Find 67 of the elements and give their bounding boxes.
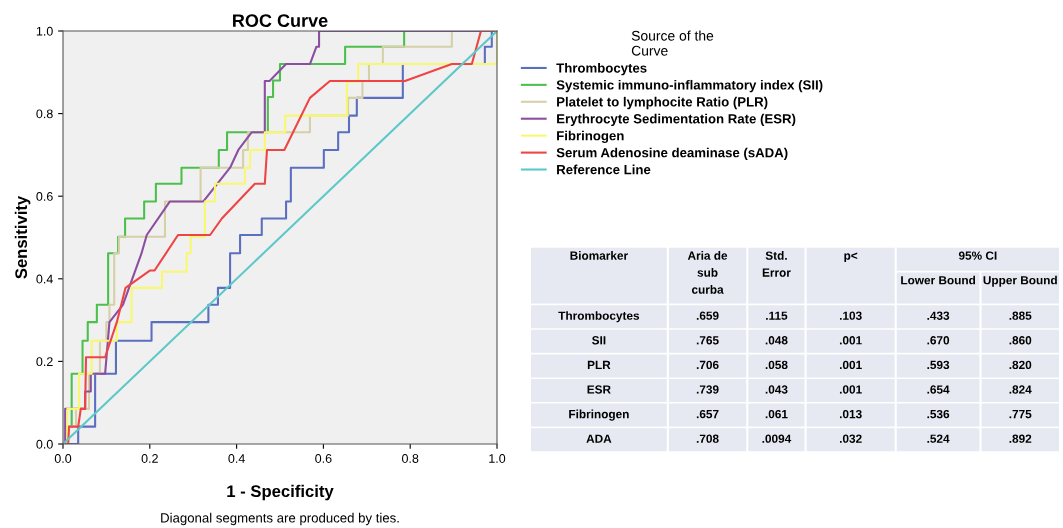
text: .708 xyxy=(696,434,719,443)
text: .048 xyxy=(765,336,788,345)
text: .670 xyxy=(927,336,950,345)
text: Aria de sub curba xyxy=(687,251,728,294)
text: .593 xyxy=(927,360,950,370)
legend-label: Reference Line xyxy=(557,164,651,175)
x-tick-label: 0.4 xyxy=(228,454,245,463)
text: Upper Bound xyxy=(983,275,1057,287)
text: .765 xyxy=(696,336,719,345)
x-tick-label: 0.2 xyxy=(141,454,158,463)
text: .061 xyxy=(765,409,788,419)
legend-title: Source of the Curve xyxy=(631,30,714,56)
x-tick-label: 1.0 xyxy=(489,454,506,463)
text: .659 xyxy=(696,311,719,320)
text: .013 xyxy=(839,409,862,419)
text: ADA xyxy=(586,434,612,443)
y-axis-title: Sensitivity xyxy=(14,195,31,279)
legend-label: Systemic immuno-inflammatory index (SII) xyxy=(556,79,823,93)
legend-label: Erythrocyte Sedimentation Rate (ESR) xyxy=(557,113,796,127)
y-tick-label: 0.0 xyxy=(36,439,53,449)
y-tick-label: 0.6 xyxy=(36,192,53,201)
legend-label: Thrombocytes xyxy=(556,63,647,76)
text: .0094 xyxy=(762,434,792,443)
text: Biomarker xyxy=(570,251,628,260)
y-tick-label: 0.2 xyxy=(36,357,53,367)
text: .775 xyxy=(1009,410,1032,419)
text: .001 xyxy=(839,360,862,370)
text: 95% CI xyxy=(958,251,997,260)
text: .892 xyxy=(1009,434,1032,443)
x-tick-label: 0.0 xyxy=(54,454,72,463)
legend-label: Platelet to lymphocite Ratio (PLR) xyxy=(557,96,768,110)
text: p< xyxy=(844,252,858,263)
text: .706 xyxy=(696,360,719,370)
text: Fibrinogen xyxy=(569,409,629,421)
chart-title: ROC Curve xyxy=(233,14,328,28)
text: Std. Error xyxy=(762,251,791,277)
text: .739 xyxy=(696,385,719,394)
y-tick-label: 0.8 xyxy=(36,109,53,119)
x-tick-label: 0.6 xyxy=(315,454,332,463)
text: .115 xyxy=(766,311,788,320)
text: Lower Bound xyxy=(901,275,976,285)
text: .524 xyxy=(927,434,950,443)
text: .032 xyxy=(839,434,862,443)
x-tick-label: 0.8 xyxy=(402,454,419,463)
legend-label: Fibrinogen xyxy=(557,130,624,144)
text: SII xyxy=(592,336,606,345)
text: .001 xyxy=(839,385,862,394)
text: PLR xyxy=(587,360,611,369)
y-tick-label: 0.4 xyxy=(36,274,53,284)
text: .058 xyxy=(765,360,788,370)
text: Diagonal segments are produced by ties. xyxy=(161,512,399,526)
text: .824 xyxy=(1009,385,1032,394)
text: .536 xyxy=(927,409,950,419)
text: ESR xyxy=(587,385,611,394)
text: .043 xyxy=(765,385,788,394)
text: .820 xyxy=(1009,360,1032,370)
text: .860 xyxy=(1009,336,1032,345)
x-axis-title: 1 - Specificity xyxy=(227,484,334,501)
text: .433 xyxy=(927,311,950,320)
text: .885 xyxy=(1009,311,1032,320)
text: .103 xyxy=(839,311,862,320)
legend-label: Serum Adenosine deaminase (sADA) xyxy=(556,147,788,160)
text: .654 xyxy=(927,385,950,394)
y-tick-label: 1.0 xyxy=(36,26,53,36)
text: .001 xyxy=(839,336,862,345)
text: Thrombocytes xyxy=(558,311,640,323)
text: .657 xyxy=(696,409,719,419)
